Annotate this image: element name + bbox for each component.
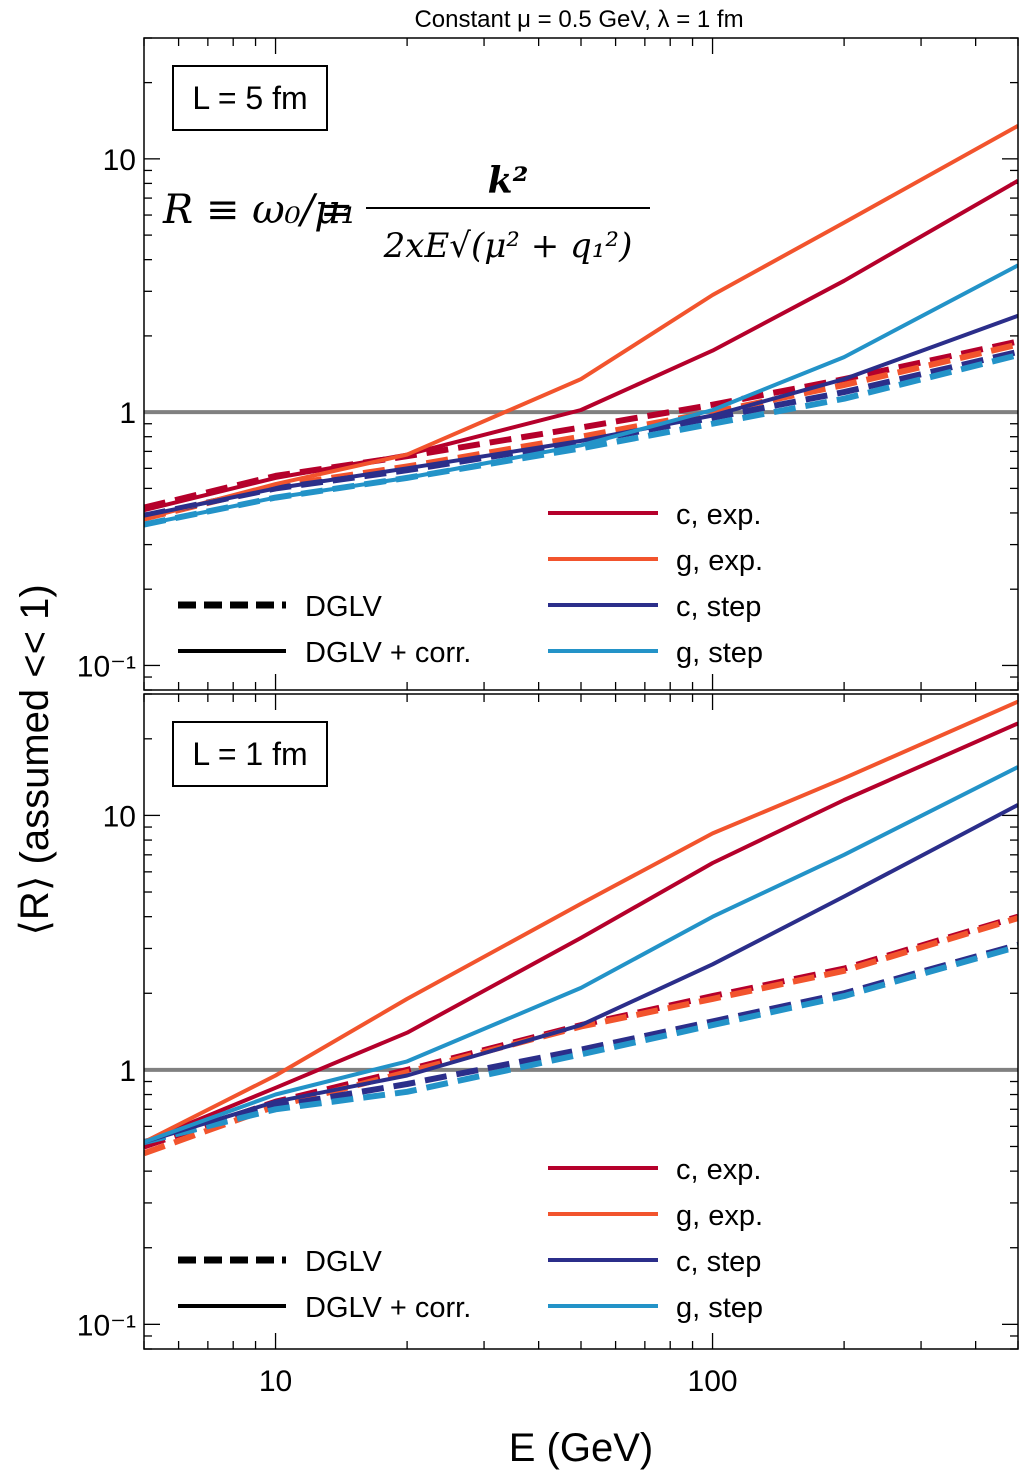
formula-denominator: 2xE√(μ² + q₁²) — [383, 226, 633, 266]
panels: 10⁻¹ 1 10 L = 5 fm c, exp. g, exp. c, step g, s… — [77, 37, 1019, 1398]
series-line-c-exp- — [144, 178, 1018, 513]
formula: R ≡ ω₀/μ₁ = k² 2xE√(μ² + q₁²) — [162, 160, 650, 266]
series-group — [144, 699, 1018, 1157]
x-tick-label: 100 — [688, 1365, 738, 1398]
plot-frame — [143, 693, 1019, 1350]
legend-label: g, step — [676, 1292, 763, 1324]
series-line-c-step — [144, 803, 1018, 1145]
y-axis-label: ⟨R⟩ (assumed << 1) — [13, 584, 57, 935]
formula-numerator: k² — [488, 160, 529, 202]
series-line-g-step — [144, 263, 1018, 527]
legend-label: c, exp. — [676, 499, 761, 531]
formula-lhs: R ≡ ω₀/μ₁ — [162, 187, 356, 233]
series-line-c-exp- — [144, 721, 1018, 1144]
y-tick-label: 10⁻¹ — [77, 1309, 136, 1342]
y-tick-label: 10⁻¹ — [77, 650, 136, 683]
legend-label: g, exp. — [676, 545, 763, 577]
legend-label: c, step — [676, 591, 761, 623]
formula-equals: = — [320, 187, 354, 233]
series-line-g-step — [144, 765, 1018, 1144]
panel-ticks — [143, 693, 1019, 1350]
y-tick-label: 10 — [103, 144, 136, 177]
figure-title: Constant μ = 0.5 GeV, λ = 1 fm — [414, 6, 743, 33]
plot-frame — [143, 37, 1019, 691]
legend-style-label: DGLV — [305, 1246, 382, 1278]
legend-style-label: DGLV + corr. — [305, 637, 471, 669]
y-tick-label: 10 — [103, 800, 136, 833]
legend-label: g, step — [676, 637, 763, 669]
y-tick-label: 1 — [119, 397, 136, 430]
series-line-g-exp- — [144, 699, 1018, 1144]
panel-1: 10⁻¹ 1 10 L = 5 fm c, exp. g, exp. c, step g, s… — [77, 37, 1019, 691]
x-tick-label: 10 — [259, 1365, 292, 1398]
series-group — [144, 124, 1018, 528]
legend-style-label: DGLV — [305, 591, 382, 623]
panel-label: L = 1 fm — [192, 736, 307, 772]
legend-label: g, exp. — [676, 1200, 763, 1232]
panel-label-box — [172, 721, 328, 787]
series-line-g-step-dglv- — [144, 943, 1018, 1146]
legend-style-label: DGLV + corr. — [305, 1292, 471, 1324]
x-axis-label: E (GeV) — [509, 1426, 653, 1470]
series-line-c-step — [144, 313, 1018, 518]
panel-label-box — [172, 65, 328, 131]
series-line-g-exp- — [144, 124, 1018, 521]
legend-label: c, step — [676, 1246, 761, 1278]
panel-2: 10⁻¹ 1 10 L = 1 fm c, exp. g, exp. c, step g, s… — [77, 693, 1019, 1398]
panel-label: L = 5 fm — [192, 80, 307, 116]
y-tick-label: 1 — [119, 1055, 136, 1088]
legend-label: c, exp. — [676, 1154, 761, 1186]
